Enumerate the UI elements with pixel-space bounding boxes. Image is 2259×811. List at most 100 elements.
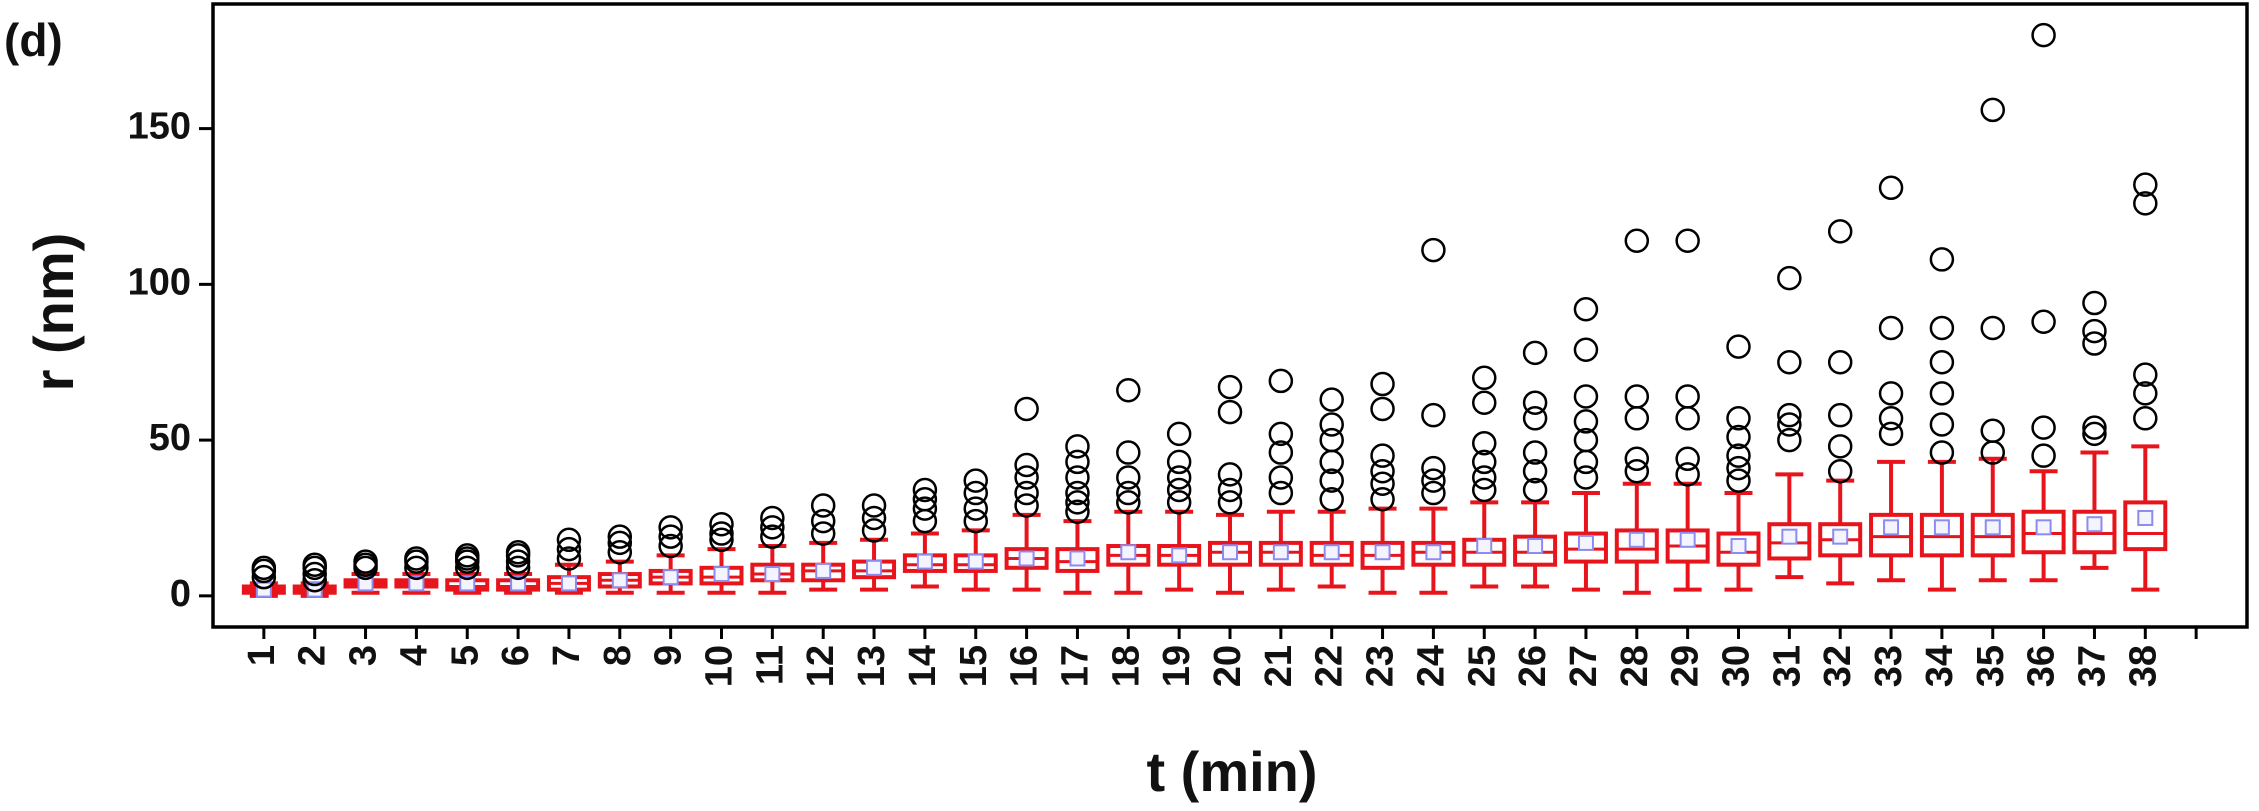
x-tick-label: 15 [953, 645, 995, 687]
x-tick-label: 27 [1563, 645, 1605, 687]
outlier [1624, 459, 1650, 484]
outlier [1166, 421, 1192, 447]
outlier [2082, 415, 2107, 440]
mean-marker [1832, 528, 1849, 545]
mean-marker [2035, 519, 2052, 536]
x-tick-label: 7 [546, 645, 588, 666]
outlier [1726, 468, 1751, 493]
outlier [1777, 265, 1802, 291]
mean-marker [1577, 534, 1594, 551]
outlier [2133, 381, 2158, 406]
outlier [912, 477, 938, 503]
outlier [2031, 415, 2056, 440]
outlier [1878, 406, 1904, 431]
outlier [760, 515, 785, 540]
plot-frame [211, 2, 2249, 629]
outlier [1319, 412, 1344, 437]
outlier [1929, 381, 1955, 406]
mean-marker [611, 572, 628, 589]
outlier [1929, 247, 1955, 272]
outlier [1624, 446, 1650, 472]
x-tick-label: 10 [699, 645, 741, 687]
outlier [556, 536, 582, 562]
outlier [1929, 349, 1955, 375]
mean-marker [255, 581, 272, 598]
outlier [1777, 412, 1802, 437]
outlier [1573, 465, 1599, 490]
mean-marker [1018, 550, 1035, 567]
mean-marker [1222, 544, 1238, 561]
outlier [963, 468, 988, 493]
outlier [1370, 443, 1395, 468]
outlier [1421, 468, 1446, 493]
outlier [1573, 337, 1599, 363]
outlier [1319, 387, 1344, 412]
x-tick-label: 30 [1716, 645, 1758, 687]
outlier [353, 549, 378, 574]
x-tick-label: 3 [343, 645, 385, 666]
x-axis-title: t (min) [1146, 740, 1317, 803]
outlier [2082, 318, 2107, 344]
x-tick-label: 32 [1817, 645, 1859, 687]
x-tick-label: 16 [1004, 645, 1046, 687]
outlier [963, 508, 988, 534]
outlier [1065, 434, 1090, 459]
outlier [1624, 406, 1650, 431]
outlier [810, 493, 836, 518]
mean-marker [2137, 509, 2154, 526]
outlier [709, 527, 734, 553]
outlier [1777, 402, 1802, 428]
outlier [658, 533, 683, 559]
mean-marker [1933, 519, 1950, 536]
x-tick-label: 17 [1054, 645, 1096, 687]
x-tick-label: 36 [2021, 645, 2063, 687]
y-tick-label: 0 [170, 573, 191, 615]
outlier [1522, 477, 1548, 503]
outlier [760, 524, 785, 549]
outlier [1065, 465, 1090, 490]
mean-marker [1171, 547, 1188, 564]
y-axis-title: r (nm) [22, 233, 85, 392]
outlier [1675, 446, 1700, 472]
outlier [1929, 440, 1955, 465]
outlier [912, 496, 938, 521]
outlier [1065, 449, 1090, 475]
outlier [1472, 390, 1497, 415]
outlier [1014, 396, 1039, 422]
outlier [1827, 459, 1853, 484]
outlier [1522, 459, 1548, 484]
mean-marker [560, 575, 577, 592]
outlier [2082, 331, 2107, 356]
outlier [1116, 480, 1141, 506]
mean-marker [1120, 544, 1137, 561]
outlier [505, 555, 531, 581]
mean-marker [1272, 544, 1289, 561]
outlier [861, 493, 887, 518]
outlier [1065, 490, 1090, 515]
x-tick-label: 12 [800, 645, 842, 687]
x-tick-label: 4 [393, 645, 435, 666]
outlier [2082, 421, 2107, 447]
outlier [861, 518, 887, 543]
outlier [1929, 412, 1955, 437]
outlier [1268, 465, 1294, 490]
outlier [1522, 390, 1548, 415]
outlier [2133, 362, 2158, 387]
y-tick-label: 50 [149, 417, 191, 459]
outlier [556, 527, 582, 553]
outlier [1777, 349, 1802, 375]
outlier [861, 505, 887, 531]
outlier [1472, 430, 1497, 456]
outlier [1573, 384, 1599, 409]
outlier [1827, 434, 1853, 459]
x-tick-label: 26 [1512, 645, 1554, 687]
outlier [1675, 228, 1700, 253]
mean-marker [866, 559, 883, 576]
outlier [607, 539, 633, 565]
outlier [2031, 22, 2056, 48]
outlier [1014, 452, 1039, 478]
x-tick-label: 22 [1309, 645, 1351, 687]
outlier [1116, 490, 1141, 515]
outlier [1217, 477, 1243, 503]
